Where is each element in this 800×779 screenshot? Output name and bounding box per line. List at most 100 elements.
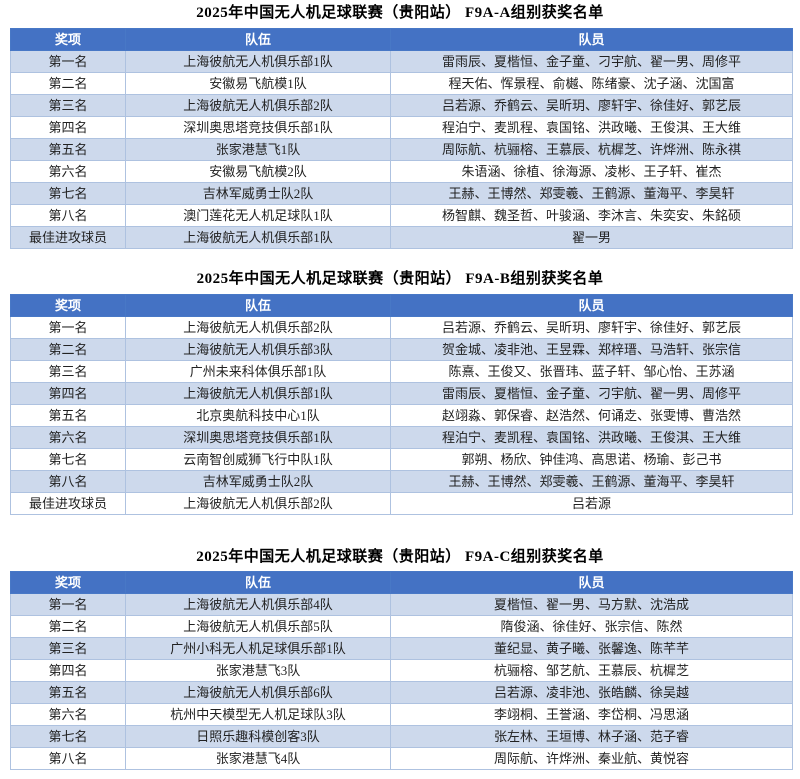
cell-award: 第四名 (10, 382, 126, 405)
award-section-f9a-a: 2025年中国无人机足球联赛（贵阳站） F9A-A组别获奖名单 奖项 队伍 队员… (0, 0, 800, 249)
table-row: 第八名 吉林军威勇士队2队 王赫、王博然、郑雯羲、王鹤源、董海平、李昊轩 (10, 470, 793, 493)
cell-award: 第一名 (10, 316, 126, 339)
column-header-award: 奖项 (10, 294, 126, 317)
cell-players: 董纪显、黄子曦、张馨逸、陈芊芊 (390, 637, 793, 660)
table-row: 第四名 上海彼航无人机俱乐部1队 雷雨辰、夏楷恒、金子童、刁宇航、翟一男、周修平 (10, 382, 793, 405)
cell-team: 上海彼航无人机俱乐部2队 (125, 316, 391, 339)
cell-players: 周际航、许烨洲、秦业航、黄悦容 (390, 747, 793, 770)
table-row: 第六名 杭州中天模型无人机足球队3队 李翊桐、王誉涵、李岱桐、冯思涵 (10, 703, 793, 726)
cell-award: 第一名 (10, 50, 126, 73)
column-header-team: 队伍 (125, 571, 391, 594)
cell-team: 张家港慧飞3队 (125, 659, 391, 682)
cell-award: 第六名 (10, 426, 126, 449)
cell-players: 吕若源、乔鹤云、吴昕玥、廖轩宇、徐佳好、郭艺辰 (390, 316, 793, 339)
cell-team: 上海彼航无人机俱乐部3队 (125, 338, 391, 361)
cell-team: 北京奥航科技中心1队 (125, 404, 391, 427)
cell-award: 第八名 (10, 470, 126, 493)
cell-team: 广州小科无人机足球俱乐部1队 (125, 637, 391, 660)
table-row: 第五名 北京奥航科技中心1队 赵翊淼、郭保睿、赵浩然、何诵赱、张雯博、曹浩然 (10, 404, 793, 427)
cell-team: 张家港慧飞4队 (125, 747, 391, 770)
cell-players: 王赫、王博然、郑雯羲、王鹤源、董海平、李昊轩 (390, 470, 793, 493)
cell-team: 上海彼航无人机俱乐部1队 (125, 382, 391, 405)
cell-award: 最佳进攻球员 (10, 492, 126, 515)
cell-award: 第二名 (10, 338, 126, 361)
column-header-award: 奖项 (10, 28, 126, 51)
cell-team: 杭州中天模型无人机足球队3队 (125, 703, 391, 726)
cell-players: 贺金城、凌非池、王昱霖、郑梓瑨、马浩轩、张宗信 (390, 338, 793, 361)
cell-players: 张左林、王垣博、林子涵、范子睿 (390, 725, 793, 748)
cell-team: 广州未来科体俱乐部1队 (125, 360, 391, 383)
cell-team: 安徽易飞航模1队 (125, 72, 391, 95)
cell-players: 朱语涵、徐植、徐海源、凌彬、王子轩、崔杰 (390, 160, 793, 183)
table-row: 第七名 日照乐趣科模创客3队 张左林、王垣博、林子涵、范子睿 (10, 725, 793, 748)
cell-award: 第一名 (10, 593, 126, 616)
cell-award: 第六名 (10, 160, 126, 183)
column-header-players: 队员 (390, 571, 793, 594)
cell-award: 第七名 (10, 182, 126, 205)
cell-players: 郭朔、杨欣、钟佳鸿、高思诺、杨瑜、彭己书 (390, 448, 793, 471)
cell-players: 杭骊榕、邹艺航、王慕辰、杭樨芝 (390, 659, 793, 682)
awards-table: 奖项 队伍 队员 第一名 上海彼航无人机俱乐部4队 夏楷恒、翟一男、马方默、沈浩成第… (10, 571, 793, 770)
cell-players: 隋俊涵、徐佳好、张宗信、陈然 (390, 615, 793, 638)
table-row: 第二名 上海彼航无人机俱乐部3队 贺金城、凌非池、王昱霖、郑梓瑨、马浩轩、张宗信 (10, 338, 793, 361)
section-title: 2025年中国无人机足球联赛（贵阳站） F9A-B组别获奖名单 (196, 271, 604, 287)
cell-award: 最佳进攻球员 (10, 226, 126, 249)
table-row: 第五名 上海彼航无人机俱乐部6队 吕若源、凌非池、张皓麟、徐吴越 (10, 681, 793, 704)
table-row: 第三名 广州未来科体俱乐部1队 陈熹、王俊又、张晋玮、蓝子轩、邹心怡、王苏涵 (10, 360, 793, 383)
cell-players: 李翊桐、王誉涵、李岱桐、冯思涵 (390, 703, 793, 726)
column-header-team: 队伍 (125, 28, 391, 51)
table-row: 第四名 深圳奥思塔竞技俱乐部1队 程泊宁、麦凯程、袁国铭、洪政曦、王俊淇、王大维 (10, 116, 793, 139)
table-header-row: 奖项 队伍 队员 (10, 294, 793, 317)
cell-award: 第三名 (10, 94, 126, 117)
table-row: 第八名 澳门莲花无人机足球队1队 杨智麒、魏圣哲、叶骏涵、李沐言、朱奕安、朱銘硕 (10, 204, 793, 227)
cell-award: 第三名 (10, 637, 126, 660)
cell-players: 王赫、王博然、郑雯羲、王鹤源、董海平、李昊轩 (390, 182, 793, 205)
cell-players: 程天佑、恽景程、俞樾、陈绪豪、沈子涵、沈国富 (390, 72, 793, 95)
cell-players: 程泊宁、麦凯程、袁国铭、洪政曦、王俊淇、王大维 (390, 116, 793, 139)
cell-players: 雷雨辰、夏楷恒、金子童、刁宇航、翟一男、周修平 (390, 50, 793, 73)
table-row: 第五名 张家港慧飞1队 周际航、杭骊榕、王慕辰、杭樨芝、许烨洲、陈永祺 (10, 138, 793, 161)
cell-players: 雷雨辰、夏楷恒、金子童、刁宇航、翟一男、周修平 (390, 382, 793, 405)
awards-table: 奖项 队伍 队员 第一名 上海彼航无人机俱乐部1队 雷雨辰、夏楷恒、金子童、刁宇航、… (10, 28, 793, 249)
table-row: 第二名 上海彼航无人机俱乐部5队 隋俊涵、徐佳好、张宗信、陈然 (10, 615, 793, 638)
cell-team: 上海彼航无人机俱乐部2队 (125, 94, 391, 117)
cell-award: 第三名 (10, 360, 126, 383)
cell-award: 第四名 (10, 659, 126, 682)
table-row: 第三名 上海彼航无人机俱乐部2队 吕若源、乔鹤云、吴昕玥、廖轩宇、徐佳好、郭艺辰 (10, 94, 793, 117)
column-header-players: 队员 (390, 28, 793, 51)
table-header-row: 奖项 队伍 队员 (10, 28, 793, 51)
cell-players: 杨智麒、魏圣哲、叶骏涵、李沐言、朱奕安、朱銘硕 (390, 204, 793, 227)
cell-players: 翟一男 (390, 226, 793, 249)
table-row: 第二名 安徽易飞航模1队 程天佑、恽景程、俞樾、陈绪豪、沈子涵、沈国富 (10, 72, 793, 95)
cell-team: 吉林军威勇士队2队 (125, 182, 391, 205)
cell-team: 上海彼航无人机俱乐部6队 (125, 681, 391, 704)
table-row: 最佳进攻球员 上海彼航无人机俱乐部1队 翟一男 (10, 226, 793, 249)
cell-players: 夏楷恒、翟一男、马方默、沈浩成 (390, 593, 793, 616)
cell-award: 第七名 (10, 448, 126, 471)
cell-players: 吕若源、凌非池、张皓麟、徐吴越 (390, 681, 793, 704)
cell-team: 深圳奥思塔竞技俱乐部1队 (125, 116, 391, 139)
table-row: 第一名 上海彼航无人机俱乐部1队 雷雨辰、夏楷恒、金子童、刁宇航、翟一男、周修平 (10, 50, 793, 73)
cell-players: 周际航、杭骊榕、王慕辰、杭樨芝、许烨洲、陈永祺 (390, 138, 793, 161)
cell-players: 陈熹、王俊又、张晋玮、蓝子轩、邹心怡、王苏涵 (390, 360, 793, 383)
cell-players: 吕若源 (390, 492, 793, 515)
cell-team: 上海彼航无人机俱乐部1队 (125, 226, 391, 249)
cell-team: 澳门莲花无人机足球队1队 (125, 204, 391, 227)
cell-award: 第二名 (10, 615, 126, 638)
table-row: 第一名 上海彼航无人机俱乐部4队 夏楷恒、翟一男、马方默、沈浩成 (10, 593, 793, 616)
cell-award: 第四名 (10, 116, 126, 139)
column-header-team: 队伍 (125, 294, 391, 317)
cell-team: 上海彼航无人机俱乐部2队 (125, 492, 391, 515)
table-row: 第八名 张家港慧飞4队 周际航、许烨洲、秦业航、黄悦容 (10, 747, 793, 770)
cell-award: 第七名 (10, 725, 126, 748)
cell-players: 赵翊淼、郭保睿、赵浩然、何诵赱、张雯博、曹浩然 (390, 404, 793, 427)
column-header-award: 奖项 (10, 571, 126, 594)
cell-award: 第五名 (10, 138, 126, 161)
table-header-row: 奖项 队伍 队员 (10, 571, 793, 594)
cell-award: 第五名 (10, 681, 126, 704)
table-row: 第一名 上海彼航无人机俱乐部2队 吕若源、乔鹤云、吴昕玥、廖轩宇、徐佳好、郭艺辰 (10, 316, 793, 339)
cell-team: 上海彼航无人机俱乐部5队 (125, 615, 391, 638)
table-row: 最佳进攻球员 上海彼航无人机俱乐部2队 吕若源 (10, 492, 793, 515)
cell-team: 吉林军威勇士队2队 (125, 470, 391, 493)
table-row: 第七名 云南智创威狮飞行中队1队 郭朔、杨欣、钟佳鸿、高思诺、杨瑜、彭己书 (10, 448, 793, 471)
